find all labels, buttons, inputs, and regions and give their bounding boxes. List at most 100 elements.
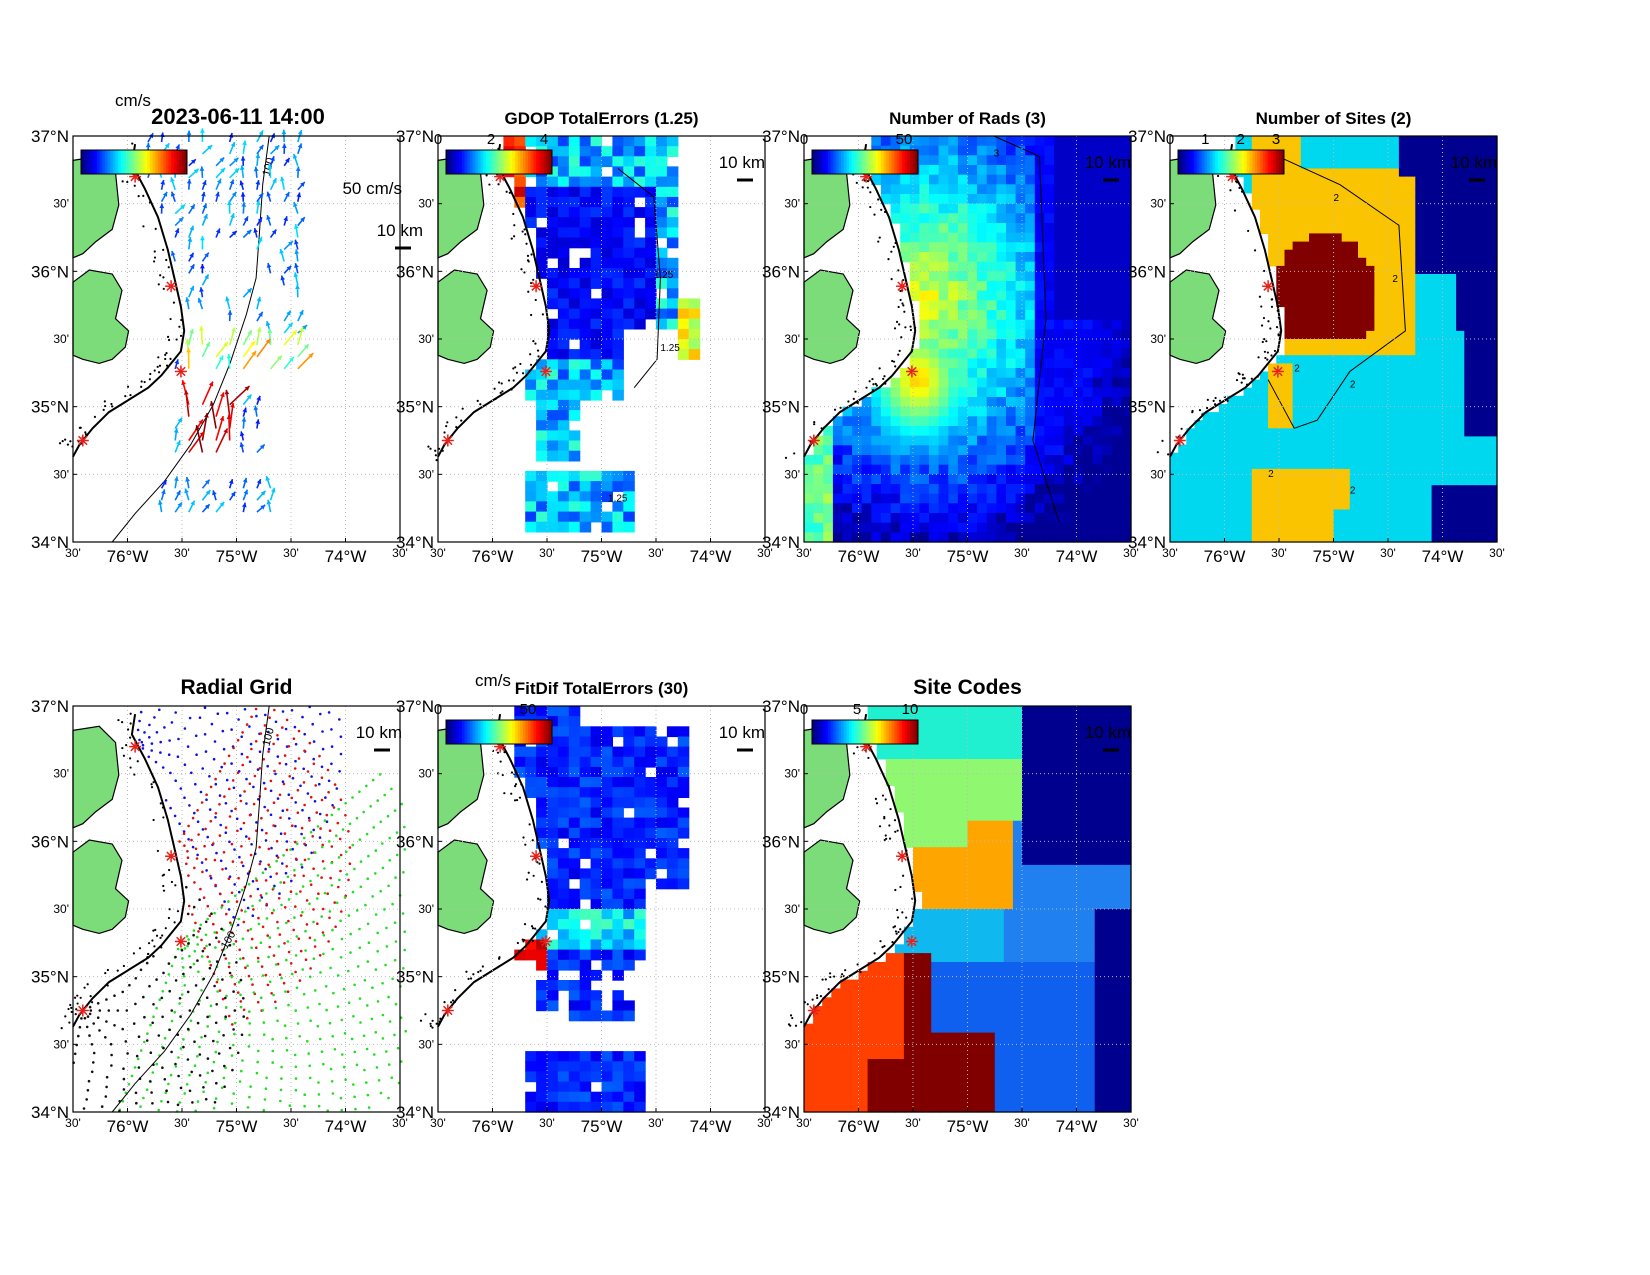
radial-grid-point xyxy=(254,740,258,743)
grid-cell xyxy=(996,368,1007,379)
radial-grid-point xyxy=(136,728,140,732)
grid-cell xyxy=(977,300,988,311)
colorbar-segment xyxy=(152,150,156,174)
grid-cell xyxy=(1178,517,1187,527)
radial-grid-point xyxy=(376,931,380,935)
grid-cell xyxy=(1073,174,1084,185)
coast-dot xyxy=(73,996,77,999)
coastline xyxy=(72,143,186,458)
grid-cell xyxy=(909,474,920,485)
grid-cell xyxy=(1488,477,1498,486)
radial-grid-point xyxy=(321,845,324,849)
grid-cell xyxy=(590,227,603,239)
grid-cell xyxy=(919,513,930,524)
grid-cell xyxy=(1073,329,1084,340)
grid-cell xyxy=(929,232,940,243)
coast-dot xyxy=(856,401,859,405)
grid-cell xyxy=(1025,493,1036,504)
grid-cell xyxy=(1341,282,1351,291)
grid-cell xyxy=(547,136,559,147)
grid-cell xyxy=(1284,209,1294,218)
grid-cell xyxy=(634,156,646,168)
grid-cell xyxy=(1382,322,1392,332)
grid-cell xyxy=(547,389,559,401)
grid-cell xyxy=(1374,444,1384,454)
grid-cell xyxy=(634,308,646,320)
grid-cell xyxy=(1044,426,1055,437)
grid-cell xyxy=(1111,165,1122,176)
grid-cell xyxy=(1439,395,1449,405)
grid-cell xyxy=(1170,493,1179,502)
radial-grid-point xyxy=(264,879,268,882)
grid-cell xyxy=(579,156,592,168)
radial-grid-point xyxy=(349,951,352,954)
grid-cell xyxy=(957,203,969,214)
colorbar-segment xyxy=(141,150,146,174)
coast-dot xyxy=(67,1007,70,1011)
grid-cell xyxy=(1292,249,1302,259)
radar-station-marker xyxy=(1271,365,1284,378)
current-vector xyxy=(227,310,233,322)
grid-cell xyxy=(938,484,949,495)
radial-grid-point xyxy=(259,894,263,897)
grid-cell xyxy=(1102,300,1113,311)
grid-cell xyxy=(1025,232,1036,243)
grid-cell xyxy=(1025,271,1036,282)
grid-cell xyxy=(1054,455,1065,466)
radial-grid-point xyxy=(230,1054,234,1057)
current-vector xyxy=(215,156,225,167)
grid-cell xyxy=(1015,416,1026,427)
grid-cell xyxy=(1431,395,1441,405)
grid-cell xyxy=(909,493,920,504)
grid-cell xyxy=(1073,445,1084,456)
grid-cell xyxy=(1102,416,1113,427)
grid-cell xyxy=(1439,460,1449,470)
grid-cell xyxy=(1276,192,1286,202)
radial-grid-point xyxy=(264,713,267,717)
grid-cell xyxy=(1407,468,1416,478)
grid-cell xyxy=(1202,420,1212,429)
grid-cell xyxy=(1251,412,1261,421)
radial-grid-point xyxy=(197,970,200,974)
radial-grid-point xyxy=(182,830,186,833)
current-vector xyxy=(281,143,287,154)
radial-grid-point xyxy=(194,782,197,786)
radial-grid-point xyxy=(151,1071,155,1074)
grid-cell xyxy=(948,435,959,446)
grid-cell xyxy=(1464,468,1474,478)
current-vector xyxy=(242,393,253,406)
grid-cell xyxy=(1073,387,1084,398)
radial-grid-point xyxy=(349,932,353,936)
grid-cell xyxy=(1111,387,1122,398)
grid-cell xyxy=(890,416,901,427)
colorbar-segment xyxy=(112,150,116,174)
coast-dot xyxy=(1233,209,1237,212)
grid-cell xyxy=(1398,241,1408,251)
grid-cell xyxy=(1439,290,1449,299)
grid-cell xyxy=(1325,468,1335,478)
grid-cell xyxy=(967,203,978,214)
grid-cell xyxy=(1300,322,1310,332)
grid-cell xyxy=(1006,290,1017,301)
grid-cell xyxy=(1006,493,1017,504)
grid-cell xyxy=(1063,484,1074,495)
grid-cell xyxy=(1092,397,1103,408)
grid-cell xyxy=(938,261,949,272)
grid-cell xyxy=(1292,452,1302,462)
grid-cell xyxy=(948,513,959,524)
grid-cell xyxy=(967,136,978,147)
radial-grid-point xyxy=(181,957,184,960)
grid-cell xyxy=(1325,355,1335,364)
radial-grid-point xyxy=(170,721,174,724)
radial-grid-point xyxy=(220,765,223,769)
grid-cell xyxy=(1448,160,1457,170)
grid-cell xyxy=(1472,257,1482,267)
grid-cell xyxy=(1251,444,1261,454)
grid-cell xyxy=(1349,298,1359,308)
coast-dot xyxy=(813,423,816,426)
grid-cell xyxy=(1358,525,1367,535)
grid-cell xyxy=(1317,395,1326,405)
grid-cell xyxy=(1082,503,1094,514)
grid-cell xyxy=(612,196,624,208)
radial-grid-point xyxy=(168,739,171,742)
